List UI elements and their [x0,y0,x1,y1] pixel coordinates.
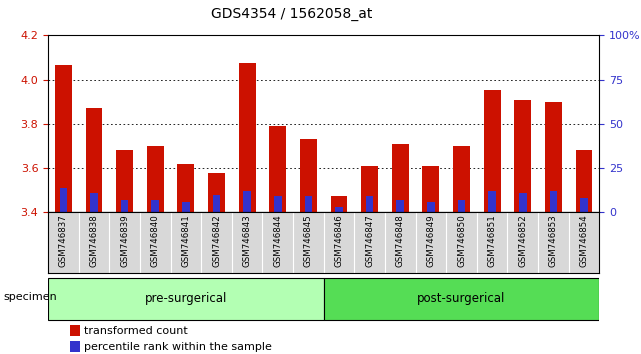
Bar [576,150,592,212]
Bar [70,341,80,353]
Bar [60,188,67,212]
Bar [458,200,465,212]
Bar [151,200,159,212]
Bar [238,63,256,212]
Bar [121,200,128,212]
Bar [48,278,324,320]
Bar [244,191,251,212]
Bar [182,202,190,212]
Bar [55,65,72,212]
Bar [324,278,599,320]
Bar [116,150,133,212]
Bar [514,99,531,212]
Text: GSM746840: GSM746840 [151,214,160,267]
Bar [427,202,435,212]
Bar [392,144,409,212]
Text: GSM746843: GSM746843 [243,214,252,267]
Bar [90,193,98,212]
Text: pre-surgerical: pre-surgerical [145,292,227,305]
Text: GSM746838: GSM746838 [90,214,99,267]
Text: GSM746852: GSM746852 [519,214,528,267]
Bar [453,146,470,212]
Bar [147,146,163,212]
Bar [422,166,439,212]
Bar [484,90,501,212]
Bar [488,191,496,212]
Bar [304,196,312,212]
Bar [580,198,588,212]
Bar [331,196,347,212]
Text: GSM746851: GSM746851 [488,214,497,267]
Bar [362,166,378,212]
Text: GSM746854: GSM746854 [579,214,588,267]
Bar [70,325,80,336]
Text: GSM746839: GSM746839 [120,214,129,267]
Text: GSM746841: GSM746841 [181,214,190,267]
Text: GSM746847: GSM746847 [365,214,374,267]
Bar [549,191,557,212]
Text: transformed count: transformed count [84,326,188,336]
Text: GSM746853: GSM746853 [549,214,558,267]
Bar [178,164,194,212]
Bar [335,207,343,212]
Bar [366,196,374,212]
Text: percentile rank within the sample: percentile rank within the sample [84,342,272,352]
Bar [519,193,526,212]
Text: GSM746845: GSM746845 [304,214,313,267]
Text: GSM746837: GSM746837 [59,214,68,267]
Text: GSM746850: GSM746850 [457,214,466,267]
Bar [274,196,281,212]
Bar [300,139,317,212]
Bar [269,126,286,212]
Bar [545,102,562,212]
Text: GSM746849: GSM746849 [426,214,435,267]
Text: GSM746846: GSM746846 [335,214,344,267]
Text: specimen: specimen [3,292,57,302]
Bar [208,172,225,212]
Text: GSM746848: GSM746848 [395,214,404,267]
Bar [213,195,221,212]
Bar [397,200,404,212]
Text: GSM746844: GSM746844 [273,214,282,267]
Bar [86,108,103,212]
Text: GDS4354 / 1562058_at: GDS4354 / 1562058_at [211,7,372,21]
Text: post-surgerical: post-surgerical [417,292,506,305]
Text: GSM746842: GSM746842 [212,214,221,267]
